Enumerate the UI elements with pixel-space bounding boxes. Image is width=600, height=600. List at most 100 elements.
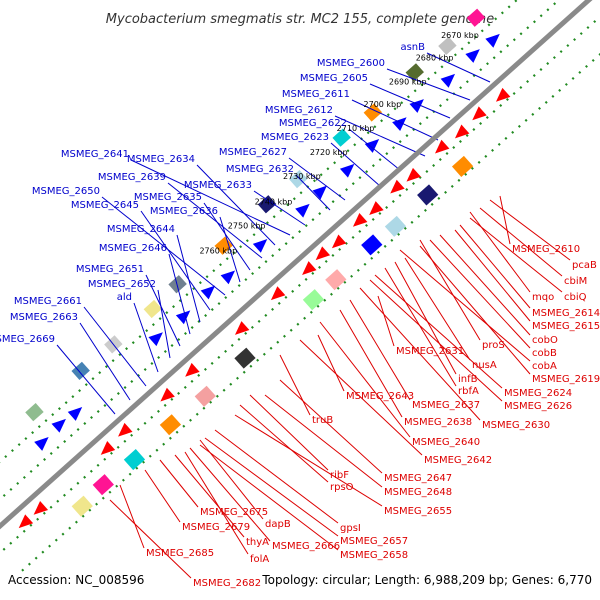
reverse-leader-line (249, 394, 329, 471)
forward-gene-label: MSMEG_2622 (279, 118, 347, 129)
reverse-leader-line (359, 287, 481, 421)
forward-gene-label: MSMEG_2611 (282, 89, 350, 100)
tick-label: 2720 kbp (310, 148, 348, 157)
reverse-gene-label: cbiQ (564, 292, 587, 303)
reverse-gene-label: MSMEG_2610 (512, 244, 580, 255)
reverse-leader-line (404, 257, 471, 361)
forward-leader-line (140, 210, 211, 311)
reverse-block (159, 414, 182, 436)
forward-feature (364, 139, 380, 153)
reverse-gene-label: infB (458, 374, 478, 385)
forward-feature (67, 407, 83, 421)
forward-leader-line (253, 190, 306, 226)
reverse-leader-line (499, 195, 511, 245)
tick-label: 2690 kbp (389, 77, 427, 86)
kbp-ticks: 2670 kbp 2680 kbp 2690 kbp 2700 kbp 2710 kbp… (199, 31, 478, 256)
reverse-gene-label: MSMEG_2666 (272, 541, 340, 552)
forward-leader-line (369, 83, 451, 119)
reverse-leader-line (199, 444, 339, 551)
forward-leader-line (386, 68, 471, 101)
reverse-gene-label: rpsO (330, 482, 354, 493)
forward-feature (220, 270, 236, 285)
forward-leader-line (167, 182, 263, 259)
forward-feature (34, 437, 49, 451)
reverse-gene-label: MSMEG_2657 (340, 536, 408, 547)
reverse-leader-line (319, 321, 411, 438)
reverse-block (302, 289, 325, 311)
reverse-leader-line (394, 261, 457, 375)
reverse-leader-line (384, 267, 457, 387)
reverse-leader-line (479, 207, 563, 277)
tick-label: 2740 kbp (255, 197, 293, 206)
forward-block (168, 275, 187, 294)
reverse-block (194, 385, 216, 407)
forward-feature (392, 117, 407, 132)
forward-leader-line (130, 159, 291, 236)
tick-label: 2680 kbp (416, 53, 454, 62)
forward-leader-line (145, 274, 181, 347)
reverse-feature (33, 500, 49, 515)
forward-feature (339, 163, 355, 178)
forward-block (332, 128, 351, 147)
reverse-block (384, 215, 407, 237)
reverse-gene-label: MSMEG_2658 (340, 550, 408, 561)
reverse-feature (331, 234, 347, 249)
reverse-leader-line (214, 429, 339, 524)
forward-gene-label: MSMEG_2652 (88, 279, 156, 290)
reverse-leader-line (454, 229, 531, 322)
reverse-leader-line (469, 211, 531, 293)
forward-feature (485, 33, 500, 48)
forward-gene-label: MSMEG_2663 (10, 312, 78, 323)
reverse-feature (302, 261, 317, 275)
tick-label: 2700 kbp (364, 100, 402, 109)
reverse-gene-label: MSMEG_2685 (146, 548, 214, 559)
label-leader-lines (56, 52, 571, 579)
reverse-feature (352, 213, 368, 227)
reverse-leader-line (439, 234, 531, 336)
forward-feature (295, 203, 310, 218)
reverse-feature (406, 167, 421, 182)
forward-block (257, 195, 277, 214)
reverse-gene-label: nusA (472, 360, 497, 371)
forward-block (143, 299, 163, 319)
forward-leader-line (56, 344, 116, 415)
reverse-leader-line (109, 499, 192, 579)
reverse-leader-line (279, 379, 383, 474)
reverse-leader-line (299, 339, 423, 456)
reverse-leader-line (159, 459, 199, 508)
feature-tracks (18, 8, 511, 529)
reverse-block (451, 155, 474, 177)
reverse-leader-line (204, 437, 339, 537)
reverse-leader-line (264, 394, 383, 488)
forward-block (363, 103, 383, 122)
reverse-gene-label: rbfA (458, 386, 479, 397)
tick-label: 2670 kbp (441, 31, 479, 40)
reverse-leader-line (144, 469, 181, 523)
reverse-leader-line (489, 199, 571, 261)
reverse-leader-line (399, 249, 531, 362)
forward-leader-line (101, 196, 226, 296)
reverse-gene-label: pcaB (572, 260, 597, 271)
forward-gene-label: MSMEG_2605 (300, 73, 368, 84)
tick-label: 2730 kbp (283, 172, 321, 181)
forward-block (466, 8, 486, 27)
reverse-leader-line (239, 404, 329, 483)
reverse-gene-label: gpsI (340, 523, 361, 534)
forward-leader-line (79, 322, 131, 401)
reverse-gene-label: MSMEG_2679 (182, 522, 250, 533)
reverse-gene-label: MSMEG_2615 (532, 321, 600, 332)
reverse-leader-line (279, 354, 311, 416)
reverse-leader-line (469, 217, 563, 293)
reverse-gene-label: MSMEG_2640 (412, 437, 480, 448)
forward-gene-label: MSMEG_2635 (134, 192, 202, 203)
reverse-feature (18, 514, 34, 529)
reverse-gene-label: MSMEG_2614 (532, 308, 600, 319)
reverse-leader-line (184, 451, 249, 555)
reverse-gene-label: MSMEG_2648 (384, 487, 452, 498)
reverse-gene-label: dapB (265, 519, 291, 530)
reverse-leader-line (374, 274, 503, 389)
reverse-gene-label: thyA (246, 537, 269, 548)
forward-leader-line (330, 142, 381, 187)
forward-feature (200, 285, 216, 300)
